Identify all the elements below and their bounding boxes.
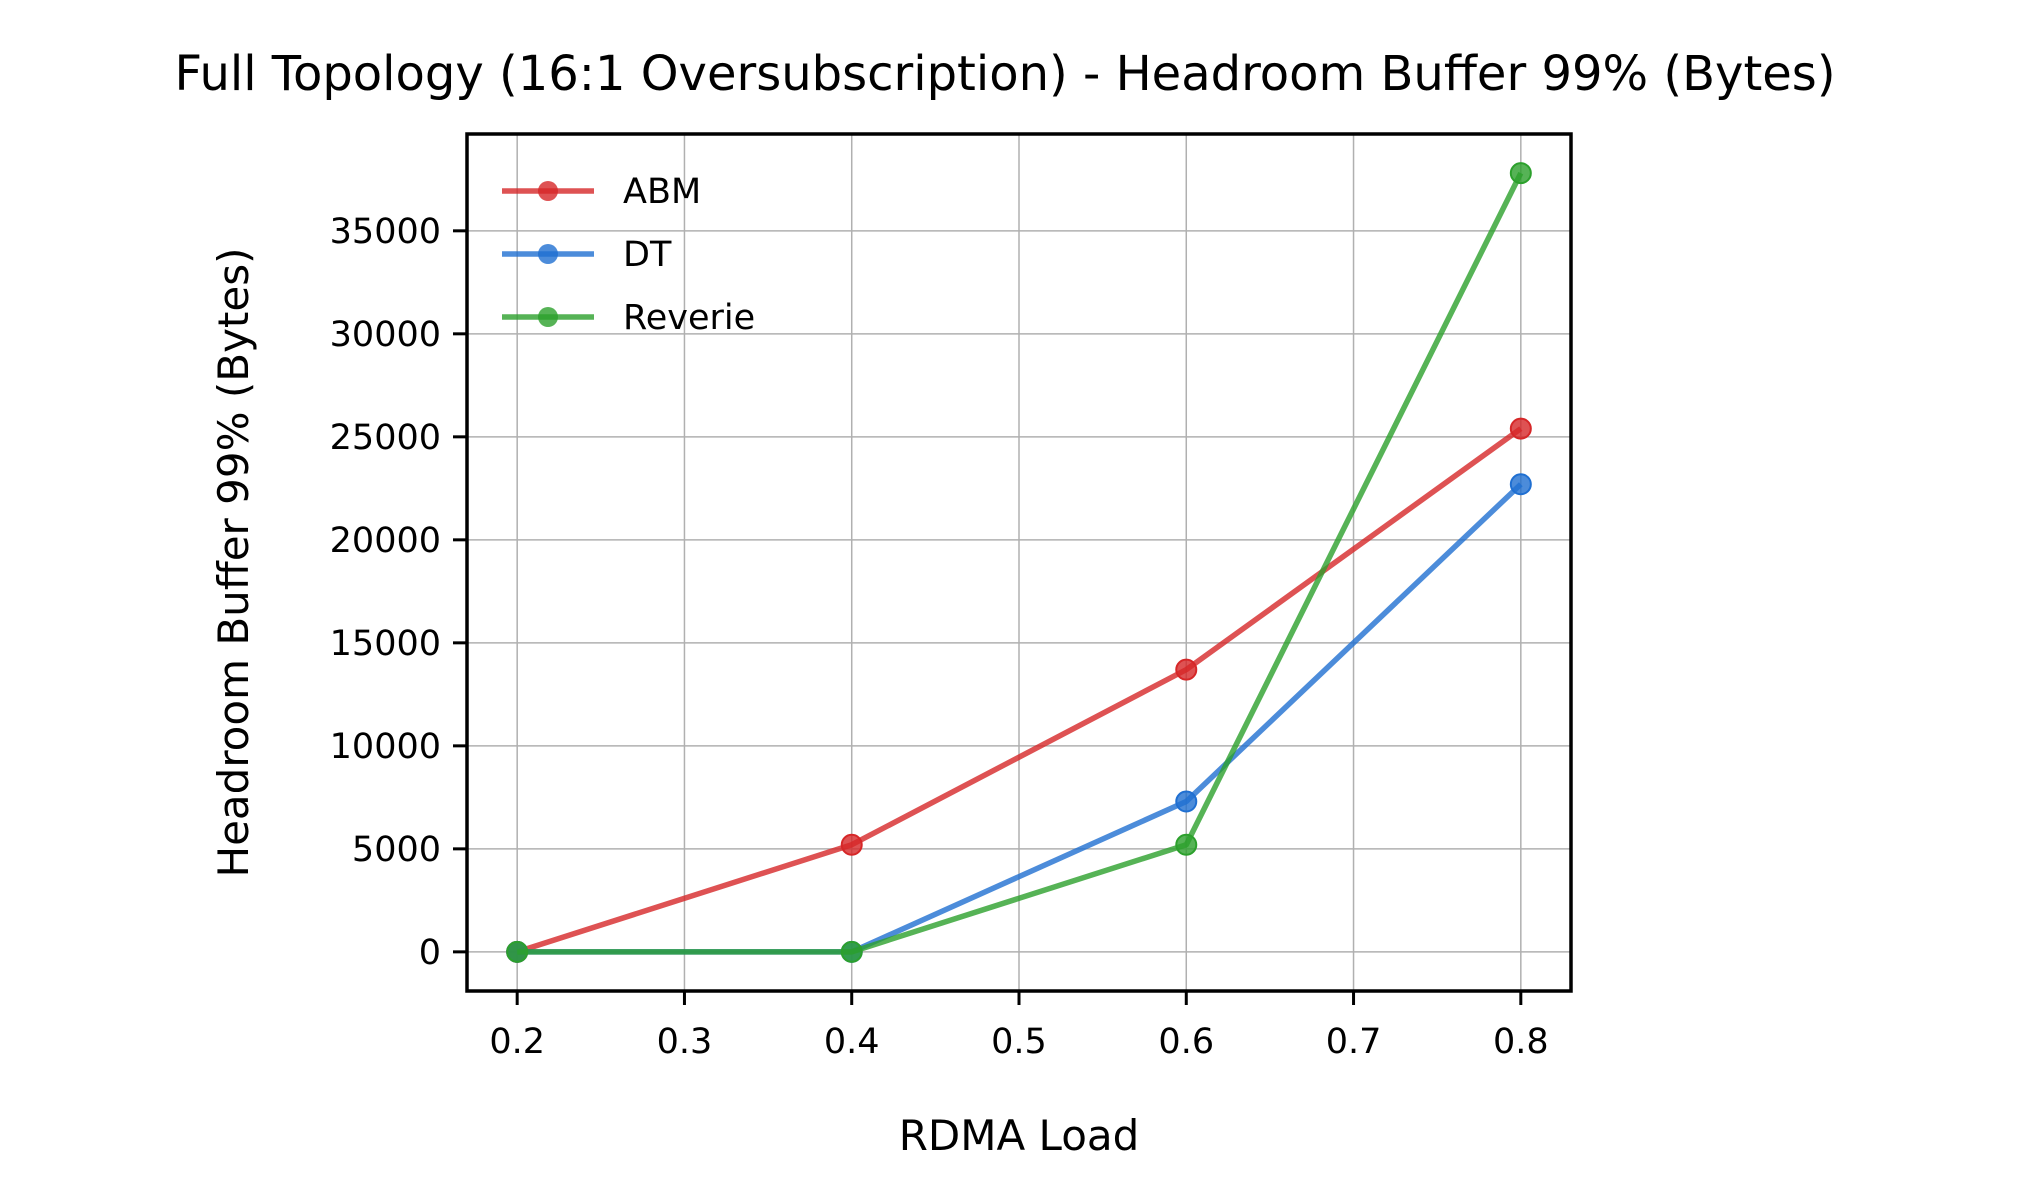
legend-marker xyxy=(538,244,558,264)
data-point-abm xyxy=(1175,658,1198,681)
y-tick-label: 20000 xyxy=(330,521,441,561)
data-point-dt xyxy=(1509,473,1532,496)
legend: ABM DT Reverie xyxy=(502,172,755,338)
legend-marker xyxy=(538,181,558,201)
data-point-reverie xyxy=(1175,833,1198,856)
legend-label: ABM xyxy=(623,172,701,212)
data-point-reverie xyxy=(840,940,863,963)
y-tick-label: 5000 xyxy=(352,830,441,870)
legend-label: DT xyxy=(623,235,672,275)
x-axis-label: RDMA Load xyxy=(899,1111,1140,1160)
legend-label: Reverie xyxy=(623,298,755,338)
legend-item-dt: DT xyxy=(502,235,672,275)
data-point-reverie xyxy=(1509,162,1532,185)
x-axis-ticks: 0.2 0.3 0.4 0.5 0.6 0.7 0.8 xyxy=(489,991,1549,1062)
legend-item-abm: ABM xyxy=(502,172,701,212)
x-tick-label: 0.6 xyxy=(1158,1022,1214,1062)
data-point-abm xyxy=(1509,417,1532,440)
data-point-abm xyxy=(840,833,863,856)
x-tick-label: 0.4 xyxy=(824,1022,880,1062)
data-point-reverie xyxy=(506,940,529,963)
x-tick-label: 0.2 xyxy=(489,1022,545,1062)
y-tick-label: 35000 xyxy=(330,212,441,252)
y-tick-label: 0 xyxy=(419,933,441,973)
legend-marker xyxy=(538,307,558,327)
legend-item-reverie: Reverie xyxy=(502,298,755,338)
y-axis-label: Headroom Buffer 99% (Bytes) xyxy=(209,248,258,878)
series-layer xyxy=(506,162,1532,963)
chart-title: Full Topology (16:1 Oversubscription) - … xyxy=(174,46,1835,102)
x-tick-label: 0.3 xyxy=(657,1022,713,1062)
series-reverie xyxy=(506,162,1532,963)
y-axis-ticks: 0 5000 10000 15000 20000 25000 30000 35000 xyxy=(330,212,467,973)
y-tick-label: 30000 xyxy=(330,315,441,355)
y-tick-label: 10000 xyxy=(330,727,441,767)
x-tick-label: 0.8 xyxy=(1493,1022,1549,1062)
series-line-reverie xyxy=(517,171,1524,955)
x-tick-label: 0.5 xyxy=(991,1022,1047,1062)
y-tick-label: 25000 xyxy=(330,418,441,458)
x-tick-label: 0.7 xyxy=(1326,1022,1382,1062)
data-point-dt xyxy=(1175,790,1198,813)
series-line-abm xyxy=(516,426,1523,955)
y-tick-label: 15000 xyxy=(330,624,441,664)
